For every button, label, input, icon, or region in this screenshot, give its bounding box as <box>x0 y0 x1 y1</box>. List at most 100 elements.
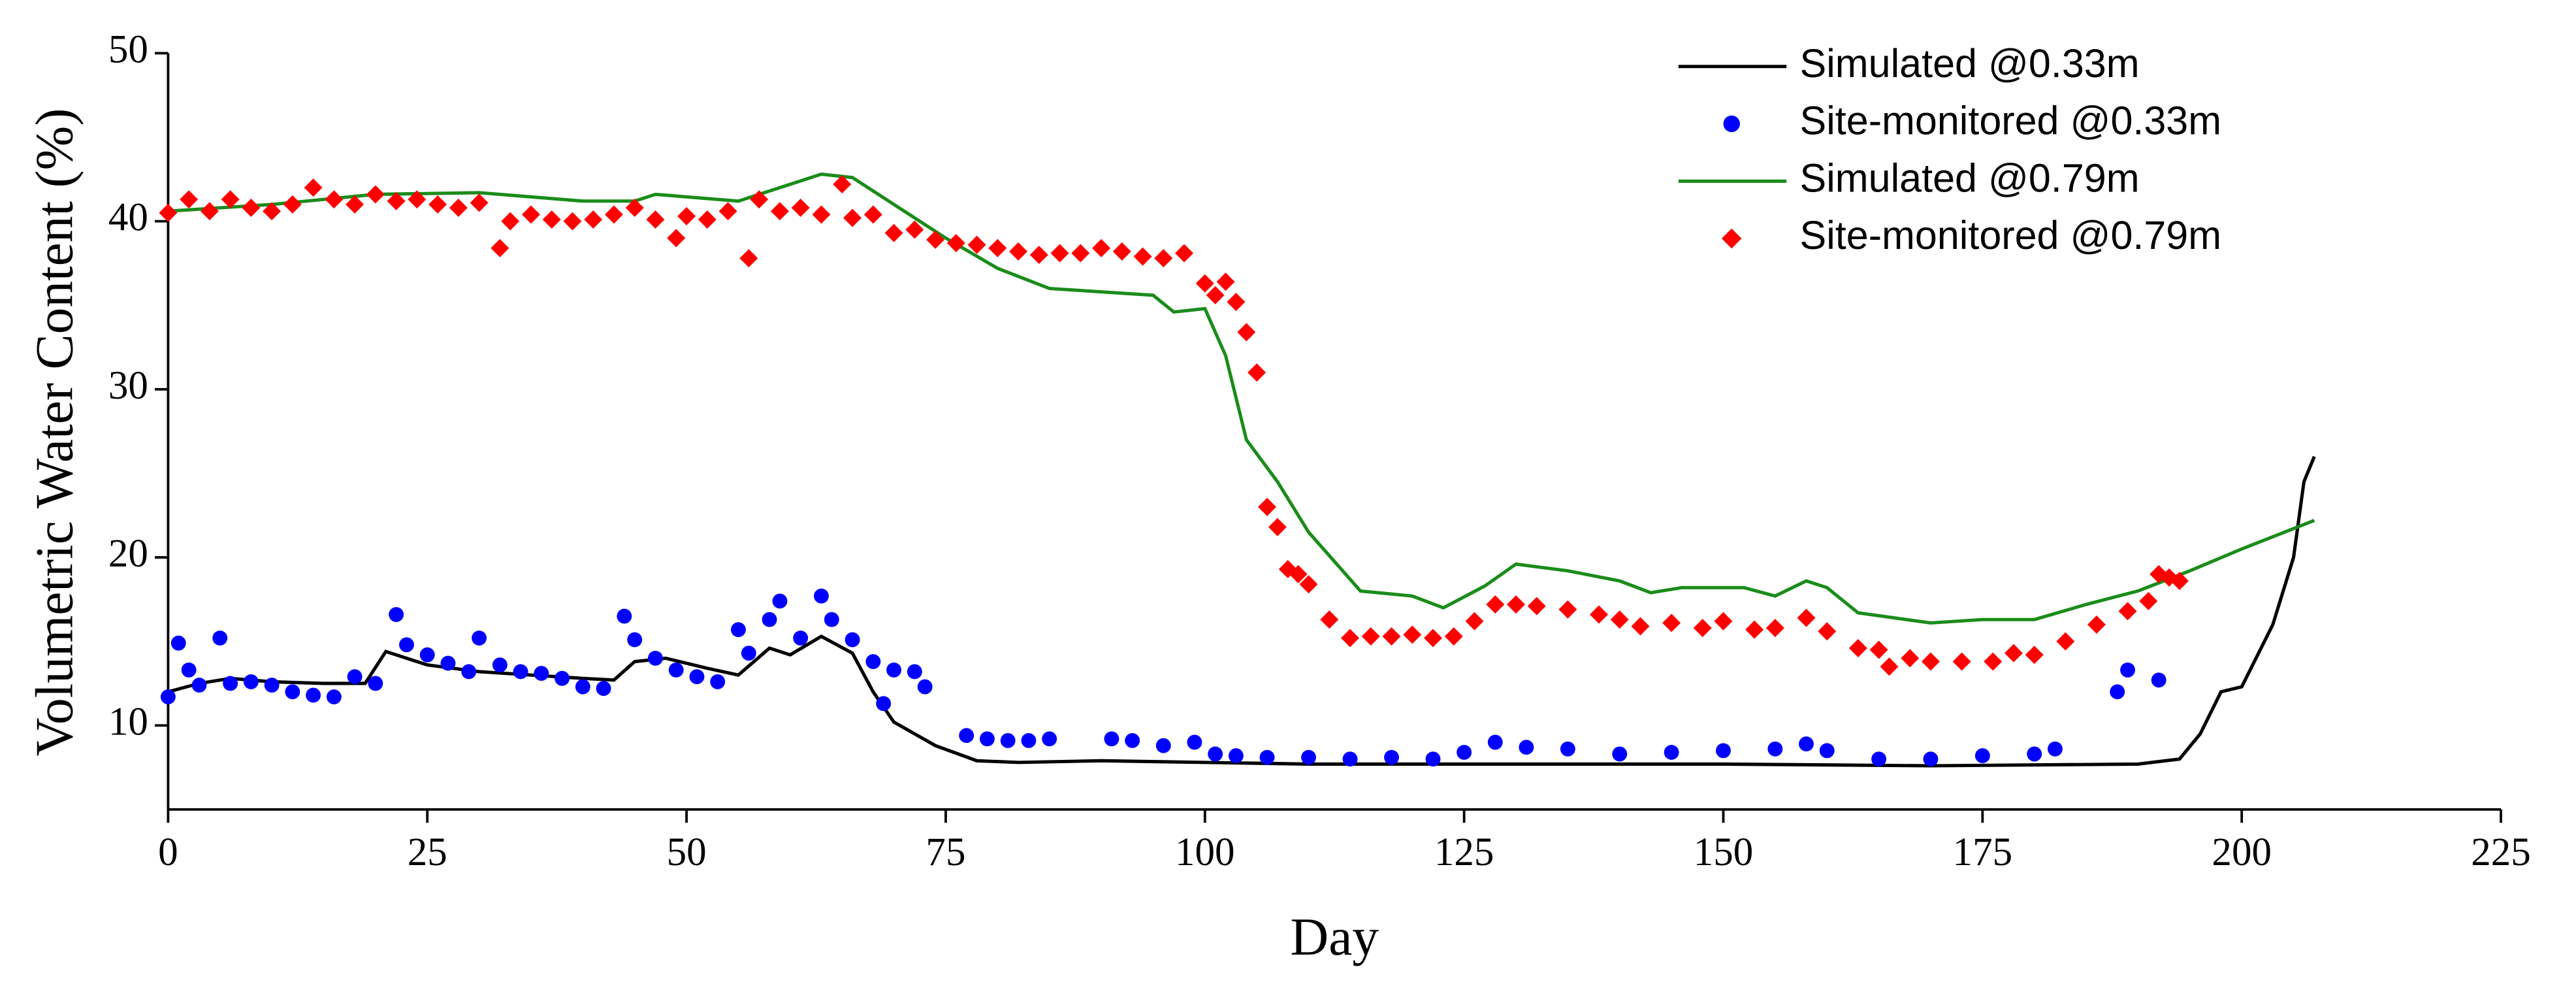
point <box>243 674 259 689</box>
point <box>1384 749 1399 765</box>
point <box>959 728 974 744</box>
point <box>967 235 986 254</box>
point <box>2120 662 2136 678</box>
point <box>1237 323 1256 342</box>
point <box>1000 732 1016 748</box>
point <box>1444 627 1463 646</box>
point <box>762 612 777 627</box>
point <box>739 249 758 268</box>
point <box>2151 672 2166 688</box>
point <box>1952 652 1971 671</box>
point <box>366 185 385 204</box>
point <box>1507 595 1526 614</box>
point <box>1092 238 1111 257</box>
point <box>428 195 447 214</box>
point <box>1289 565 1308 583</box>
x-tick-label: 25 <box>408 830 447 874</box>
x-tick-label: 100 <box>1175 830 1235 874</box>
point <box>264 678 280 693</box>
point <box>677 206 696 225</box>
point <box>1610 610 1629 629</box>
point <box>946 234 965 253</box>
point <box>1021 732 1037 748</box>
point <box>1631 617 1650 636</box>
point <box>472 631 487 646</box>
point <box>1029 246 1048 265</box>
point <box>575 679 590 695</box>
point <box>170 635 186 651</box>
point <box>440 655 456 671</box>
point <box>1425 751 1441 767</box>
point <box>181 662 197 678</box>
point <box>845 632 860 648</box>
point <box>180 190 199 209</box>
point <box>1403 625 1422 644</box>
point <box>346 195 364 214</box>
point <box>1558 600 1577 619</box>
point <box>1519 740 1534 755</box>
point <box>368 676 383 691</box>
point <box>283 195 302 214</box>
point <box>513 664 528 680</box>
point <box>223 676 238 691</box>
point <box>408 190 427 209</box>
point <box>555 670 570 686</box>
point <box>627 632 643 648</box>
point <box>347 669 362 685</box>
point <box>212 631 228 646</box>
point <box>1465 612 1484 631</box>
point <box>988 238 1007 257</box>
point <box>793 631 809 646</box>
point <box>980 731 995 747</box>
point <box>905 220 924 239</box>
point <box>812 205 831 224</box>
point <box>772 593 788 609</box>
point <box>2056 632 2075 651</box>
point <box>1560 741 1575 757</box>
point <box>1228 748 1244 764</box>
point <box>1693 619 1712 638</box>
point <box>1268 517 1287 536</box>
point <box>1050 244 1069 263</box>
point <box>521 205 540 224</box>
point <box>1175 244 1194 263</box>
point <box>1714 612 1733 631</box>
point <box>1487 734 1503 750</box>
point <box>1125 732 1140 748</box>
point <box>791 199 810 218</box>
point <box>242 199 261 218</box>
point <box>326 689 342 704</box>
point <box>1848 638 1867 657</box>
point <box>491 238 509 257</box>
point <box>648 650 663 666</box>
point <box>1974 748 1990 764</box>
x-tick-label: 0 <box>158 830 178 874</box>
point <box>1901 649 1920 668</box>
point <box>646 210 665 229</box>
point <box>1342 751 1358 767</box>
y-tick-label: 30 <box>108 364 148 408</box>
point <box>200 202 219 221</box>
point <box>1382 627 1401 646</box>
point <box>304 178 323 197</box>
x-tick-label: 200 <box>2212 830 2272 874</box>
point <box>1716 743 1731 759</box>
point <box>917 679 933 695</box>
point <box>1155 738 1171 753</box>
legend-label: Simulated @0.79m <box>1800 156 2140 200</box>
point <box>1880 657 1899 676</box>
y-tick-label: 20 <box>108 532 148 576</box>
point <box>1612 746 1628 762</box>
point <box>926 230 945 249</box>
point <box>1341 629 1360 648</box>
point <box>2004 644 2023 663</box>
point <box>1797 608 1816 627</box>
point <box>263 202 282 221</box>
point <box>741 646 756 661</box>
point <box>1590 605 1609 624</box>
point <box>1259 749 1275 765</box>
point <box>2087 615 2106 634</box>
y-tick-label: 10 <box>108 700 148 744</box>
point <box>419 647 435 663</box>
point <box>1154 249 1173 268</box>
